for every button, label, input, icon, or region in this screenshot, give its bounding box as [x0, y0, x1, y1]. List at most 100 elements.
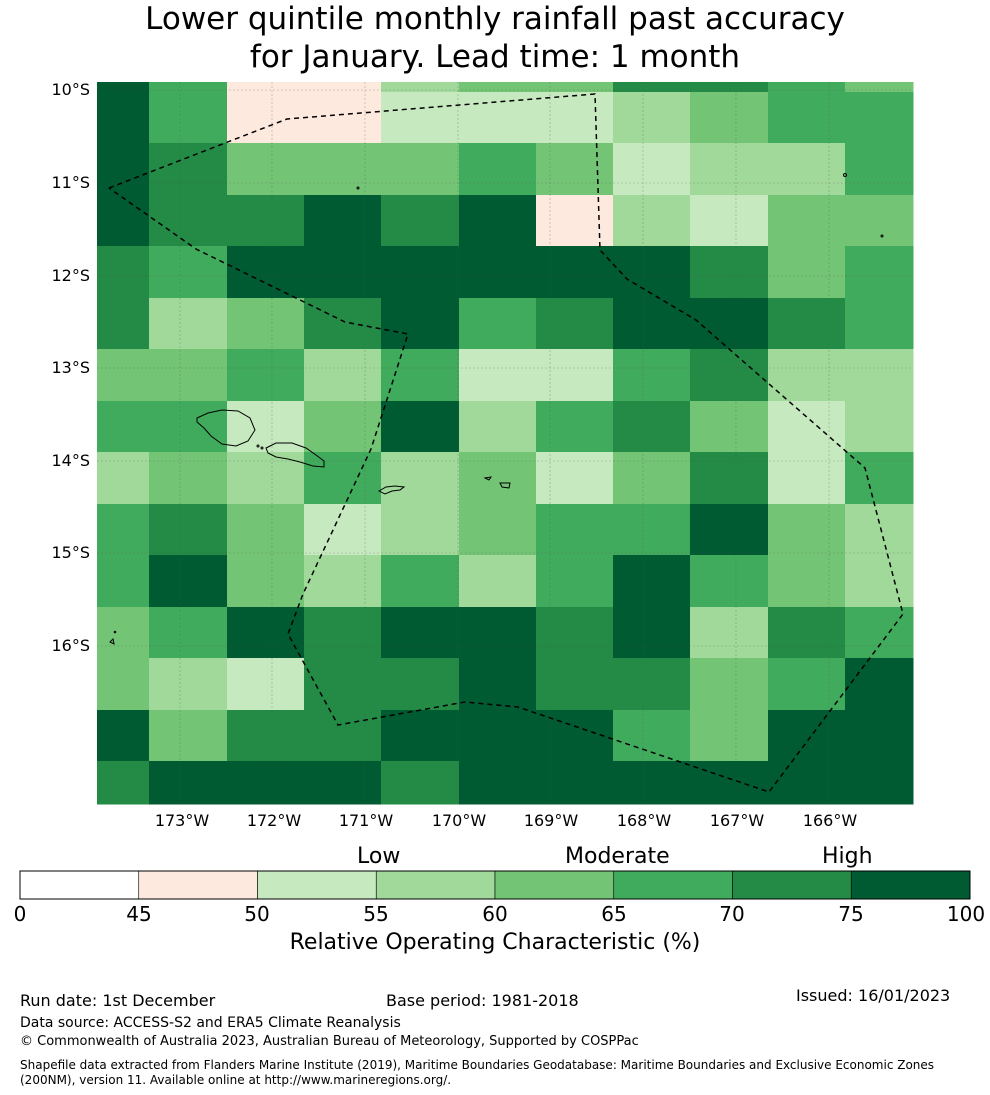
- grid-cell: [381, 82, 460, 93]
- grid-cell: [149, 82, 228, 93]
- grid-cell: [768, 710, 846, 762]
- colorbar-tick-55: 55: [363, 902, 389, 926]
- grid-cell: [381, 349, 460, 402]
- run-date: Run date: 1st December: [20, 991, 216, 1010]
- title-line-2: for January. Lead time: 1 month: [249, 39, 741, 75]
- grid-cell: [536, 349, 614, 402]
- grid-cell: [227, 195, 305, 247]
- grid-cell: [768, 143, 846, 196]
- grid-cell: [845, 195, 914, 247]
- shapefile-credit-line-1: Shapefile data extracted from Flanders M…: [20, 1058, 935, 1072]
- grid-cell: [768, 349, 846, 402]
- grid-cell: [304, 349, 382, 402]
- grid-cell: [459, 761, 537, 805]
- colorbar-tick-65: 65: [601, 902, 627, 926]
- lon-label-173w: 173°W: [154, 811, 210, 830]
- copyright: © Commonwealth of Australia 2023, Austra…: [20, 1034, 639, 1049]
- grid-cell: [459, 452, 537, 505]
- grid-cell: [227, 452, 305, 505]
- grid-cell: [227, 298, 305, 350]
- grid-cell: [690, 298, 769, 350]
- grid-cell: [149, 401, 228, 453]
- grid-cell: [149, 246, 228, 299]
- grid-cell: [459, 607, 537, 659]
- samoa-islands: [196, 409, 325, 468]
- grid-cell: [381, 761, 460, 805]
- grid-cell: [690, 401, 769, 453]
- grid-cell: [97, 143, 150, 196]
- grid-cell: [304, 452, 382, 505]
- grid-cell: [149, 143, 228, 196]
- grid-cell: [845, 555, 914, 608]
- grid-cell: [304, 298, 382, 350]
- eez-boundary: [108, 93, 904, 793]
- grid-cell: [459, 298, 537, 350]
- grid-cell: [768, 298, 846, 350]
- grid-cell: [768, 452, 846, 505]
- grid-cell: [97, 504, 150, 556]
- grid-cell: [227, 658, 305, 711]
- grid-cell: [536, 143, 614, 196]
- grid-cell: [304, 555, 382, 608]
- grid-cell: [690, 349, 769, 402]
- grid-cell: [149, 658, 228, 711]
- grid-cell: [227, 143, 305, 196]
- grid-cell: [536, 298, 614, 350]
- grid-cell: [227, 92, 305, 144]
- lon-label-167w: 167°W: [709, 811, 765, 830]
- grid-cell: [381, 658, 460, 711]
- lat-label-15s: 15°S: [51, 543, 90, 562]
- grid-cell: [536, 82, 614, 93]
- grid-cell: [613, 349, 691, 402]
- lon-label-172w: 172°W: [246, 811, 302, 830]
- grid-cell: [97, 298, 150, 350]
- colorbar-tick-75: 75: [838, 902, 864, 926]
- grid-cell: [613, 710, 691, 762]
- grid-cell: [381, 298, 460, 350]
- grid-cell: [97, 710, 150, 762]
- grid-cell: [149, 555, 228, 608]
- grid-cell: [536, 92, 614, 144]
- lon-label-168w: 168°W: [616, 811, 672, 830]
- grid-cell: [768, 761, 846, 805]
- grid-cell: [459, 555, 537, 608]
- grid-cell: [613, 82, 691, 93]
- grid-cell: [768, 504, 846, 556]
- grid-cell: [227, 504, 305, 556]
- colorbar-tick-50: 50: [244, 902, 270, 926]
- grid-cell: [227, 607, 305, 659]
- grid-cell: [690, 246, 769, 299]
- grid-cell: [149, 349, 228, 402]
- grid-cell: [613, 607, 691, 659]
- grid-cell: [536, 246, 614, 299]
- grid-cell: [381, 401, 460, 453]
- shapefile-credit-line-2: (200NM), version 11. Available online at…: [20, 1073, 452, 1087]
- grid-cell: [304, 195, 382, 247]
- map-title: Lower quintile monthly rainfall past acc…: [0, 0, 990, 76]
- grid-cell: [304, 761, 382, 805]
- grid-cell: [381, 607, 460, 659]
- grid-cell: [227, 710, 305, 762]
- grid-cell: [149, 710, 228, 762]
- grid-cell: [304, 710, 382, 762]
- grid-cell: [613, 92, 691, 144]
- grid-cell: [304, 401, 382, 453]
- grid-cell: [97, 607, 150, 659]
- grid-cell: [97, 555, 150, 608]
- grid-cell: [768, 92, 846, 144]
- grid-cell: [845, 298, 914, 350]
- grid-cell: [304, 82, 382, 93]
- grid-cell: [536, 607, 614, 659]
- grid-cell: [459, 82, 537, 93]
- base-period: Base period: 1981-2018: [386, 991, 579, 1010]
- issued-date: Issued: 16/01/2023: [796, 986, 951, 1005]
- grid-cell: [381, 555, 460, 608]
- grid-cell: [304, 658, 382, 711]
- title-line-1: Lower quintile monthly rainfall past acc…: [145, 1, 845, 37]
- grid-cell: [768, 607, 846, 659]
- grid-cell: [149, 504, 228, 556]
- grid-cell: [845, 349, 914, 402]
- grid-cell: [536, 452, 614, 505]
- grid-cell: [381, 92, 460, 144]
- colorbar-tick-45: 45: [126, 902, 152, 926]
